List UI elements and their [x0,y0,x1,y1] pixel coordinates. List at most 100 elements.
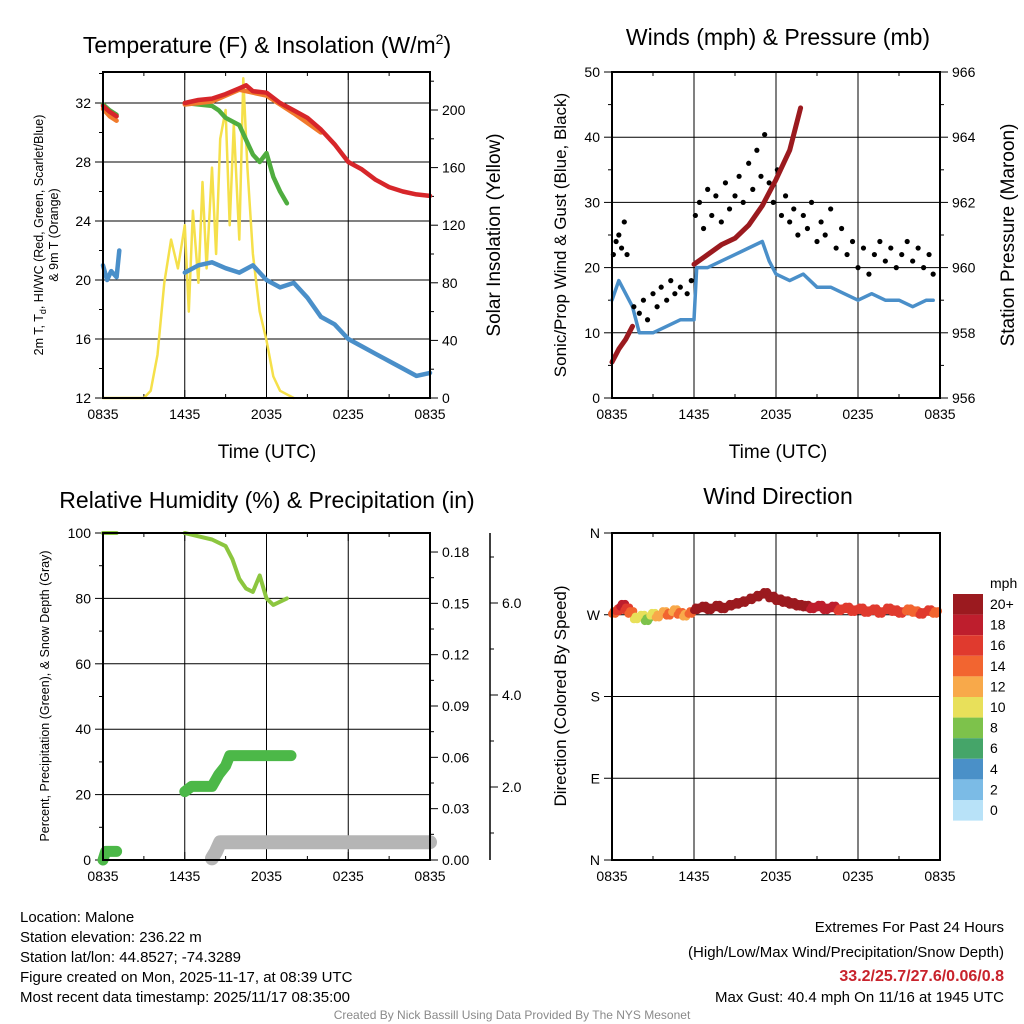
rh-xtick-label: 0835 [414,868,445,884]
precip-ytick-label: 0.09 [442,698,469,714]
gust-point [621,219,627,225]
wind-right-ytick-label: 960 [952,260,976,276]
gust-point [654,304,660,310]
gust-point [795,232,801,238]
wind-xlabel: Time (UTC) [729,442,828,463]
gust-point [882,258,888,264]
rh-xtick-label: 1435 [169,868,200,884]
legend-label: 0 [990,802,998,818]
precip-ytick-label: 0.12 [442,647,469,663]
legend-label: 16 [990,637,1006,653]
wind-ylabel: Sonic/Prop Wind & Gust (Blue, Black) [551,93,570,377]
gust-point [736,173,742,179]
legend-label: 2 [990,781,998,797]
legend-label: 20+ [990,596,1014,612]
gust-point [910,258,916,264]
legend-label: 4 [990,761,998,777]
gust-point [636,310,642,316]
legend-swatch [953,655,983,677]
temp-right-ytick-label: 200 [442,102,466,118]
gust-point [926,251,932,258]
temp-right-ytick-label: 0 [442,390,450,406]
gust-point [814,238,820,245]
gust-point [787,219,793,225]
gust-point [746,160,752,166]
rh-xtick-label: 0235 [333,868,364,884]
temp-xtick-label: 0835 [87,406,118,422]
gust-point [844,251,850,258]
gust-point [722,180,729,186]
legend-swatch [953,779,983,800]
dir-xtick-label: 0835 [596,868,627,884]
temp-ylabel-line1: 2m T, Td, HI/WC (Red, Green, Scarlet/Blu… [32,115,48,356]
temp-left-ytick-label: 12 [75,390,91,406]
temp-right-ytick-label: 40 [442,332,458,348]
gust-point [664,297,670,303]
series-wind [610,239,935,335]
temp-xlabel: Time (UTC) [218,442,317,463]
snow-ytick-label: 6.0 [502,595,522,611]
legend-swatch [953,676,983,697]
temp-xtick-label: 0235 [333,406,364,422]
legend-swatch [953,738,983,759]
latlon-text: Station lat/lon: 44.8527; -74.3289 [20,949,241,966]
gust-point [778,212,785,219]
temp-insolation-panel: 0835 1435 2035 0235 083512162024283204080120… [75,71,466,422]
gust-point [904,238,910,245]
wind-right-ytick-label: 966 [952,64,976,80]
legend-label: 8 [990,720,998,736]
rh-plot-border [102,532,431,861]
gust-point [833,245,839,251]
rh-xtick-label: 0835 [87,868,118,884]
gust-point [732,193,738,199]
location-text: Location: Malone [20,909,134,926]
wind-left-ytick-label: 10 [584,325,600,341]
gust-point [750,186,756,192]
gust-point [650,291,656,297]
wind-xtick-label: 0235 [842,406,873,422]
wind-left-ytick-label: 0 [592,390,600,406]
precip-ytick-label: 0.03 [442,801,469,817]
temp-xtick-label: 0835 [414,406,445,422]
snow-ytick-label: 4.0 [502,687,522,703]
gust-point [754,147,760,153]
temp-xtick-label: 1435 [169,406,200,422]
gust-point [616,232,622,238]
wind-left-ytick-label: 20 [584,260,600,276]
legend-swatch [953,614,983,636]
rh-left-ytick-label: 100 [68,525,92,541]
gust-point [860,245,867,251]
series-2m-t [100,83,433,199]
series-solar-insolation [101,77,296,400]
temp-left-ytick-label: 16 [75,331,91,347]
gust-point [668,278,674,284]
wind-xtick-label: 0835 [924,406,955,422]
gust-point [713,193,719,199]
dir-plot-border [611,532,941,861]
gust-point [709,212,715,219]
rh-left-ytick-label: 20 [75,787,91,803]
gust-point [644,317,651,323]
rh-panel-title: Relative Humidity (%) & Precipitation (i… [59,487,474,513]
wind-plot-border [611,71,941,399]
dir-xtick-label: 2035 [760,868,791,884]
legend-swatch [953,594,983,615]
dir-xtick-label: 0235 [842,868,873,884]
temp-left-ytick-label: 24 [75,213,91,229]
series-rh [101,531,289,607]
legend-label: 12 [990,678,1006,694]
gust-point [770,199,776,205]
extremes-values: 33.2/25.7/27.6/0.06/0.8 [839,968,1004,985]
legend-label: 6 [990,740,998,756]
gust-point [696,199,703,205]
created-text: Figure created on Mon, 2025-11-17, at 08… [20,969,353,986]
rh-left-ytick-label: 0 [83,852,91,868]
wind-left-ytick-label: 50 [584,64,600,80]
temp-left-ytick-label: 28 [75,154,91,170]
temp-right-ytick-label: 80 [442,275,458,291]
rh-ylabel: Percent, Precipitation (Green), & Snow D… [38,550,52,841]
extremes-title: Extremes For Past 24 Hours [815,919,1004,936]
gust-point [766,180,772,186]
